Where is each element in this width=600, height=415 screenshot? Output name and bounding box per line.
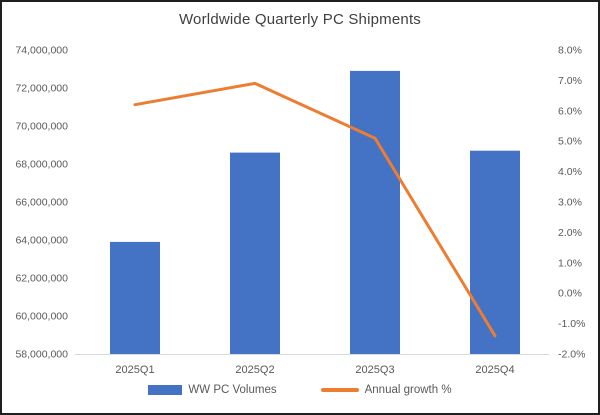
left-axis-tick-label: 74,000,000 [15, 45, 68, 57]
annual-growth-line [133, 81, 497, 338]
x-axis-category-label: 2025Q1 [115, 364, 154, 376]
right-axis-tick-label: 2.0% [558, 227, 582, 239]
right-axis-tick-label: 8.0% [558, 45, 582, 57]
bar-2025Q2 [230, 152, 280, 354]
right-axis-tick-label: -1.0% [558, 318, 585, 330]
left-axis-tick-label: 68,000,000 [15, 159, 68, 171]
left-axis-tick-label: 62,000,000 [15, 273, 68, 285]
right-axis-tick-label: 1.0% [558, 257, 582, 269]
left-axis-tick-label: 58,000,000 [15, 349, 68, 361]
left-axis-tick-label: 72,000,000 [15, 83, 68, 95]
line-series-swatch-icon [320, 388, 359, 392]
legend-item-volumes: WW PC Volumes [148, 384, 277, 396]
bar-2025Q3 [350, 70, 400, 355]
left-axis-tick-label: 60,000,000 [15, 311, 68, 323]
bar-2025Q4 [470, 150, 520, 354]
x-axis-category-label: 2025Q3 [355, 364, 394, 376]
right-axis-tick-label: 7.0% [558, 75, 582, 87]
chart-legend: WW PC Volumes Annual growth % [2, 384, 598, 396]
left-axis-tick-label: 66,000,000 [15, 197, 68, 209]
right-axis-tick-label: 5.0% [558, 136, 582, 148]
x-axis-category-label: 2025Q2 [235, 364, 274, 376]
left-axis-tick-label: 64,000,000 [15, 235, 68, 247]
right-axis-tick-label: 0.0% [558, 288, 582, 300]
legend-label-volumes: WW PC Volumes [188, 384, 277, 396]
right-axis-tick-label: 6.0% [558, 105, 582, 117]
right-axis-tick-label: 4.0% [558, 166, 582, 178]
x-axis-category-label: 2025Q4 [475, 364, 514, 376]
legend-item-growth: Annual growth % [320, 384, 452, 396]
bar-series-swatch-icon [148, 385, 183, 395]
legend-label-growth: Annual growth % [364, 384, 452, 396]
chart-title: Worldwide Quarterly PC Shipments [178, 11, 422, 28]
right-axis-tick-label: 3.0% [558, 197, 582, 209]
right-axis-tick-label: -2.0% [558, 349, 585, 361]
bar-2025Q1 [110, 241, 160, 354]
left-axis-tick-label: 70,000,000 [15, 121, 68, 133]
